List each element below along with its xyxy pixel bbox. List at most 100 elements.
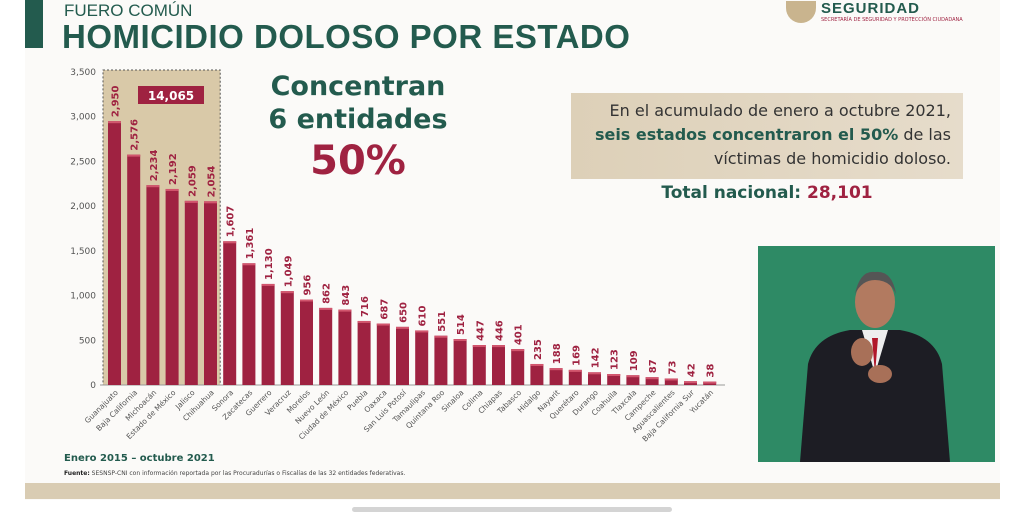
- bar: [549, 368, 563, 385]
- y-tick-label: 3,000: [70, 113, 96, 123]
- bar-value-label: 73: [667, 361, 678, 375]
- bar-value-label: 109: [629, 350, 640, 371]
- bar-value-label: 1,361: [245, 228, 256, 260]
- y-tick-label: 2,500: [70, 157, 96, 167]
- bar: [607, 374, 621, 385]
- bar: [664, 378, 678, 385]
- bar-value-label: 38: [706, 364, 717, 378]
- bar-top: [511, 349, 525, 352]
- bar: [396, 326, 409, 385]
- total-value: 28,101: [807, 183, 873, 203]
- y-tick-label: 1,000: [70, 292, 96, 302]
- bar-top: [184, 200, 198, 203]
- footer-bar: [25, 483, 1000, 499]
- bar-top: [549, 368, 563, 371]
- bar-top: [684, 381, 697, 384]
- highlight-box: [102, 69, 221, 386]
- total-nacional: Total nacional: 28,101: [571, 183, 963, 203]
- bar-top: [588, 372, 601, 375]
- bar: [223, 241, 237, 385]
- slide-title: HOMICIDIO DOLOSO POR ESTADO: [62, 18, 631, 55]
- bar: [261, 283, 275, 385]
- bar-value-label: 446: [495, 320, 506, 341]
- seal-icon: [786, 1, 816, 23]
- bar-top: [146, 185, 160, 188]
- highlight-total-label: 14,065: [148, 89, 194, 103]
- source-text: SESNSP-CNI con información reportada por…: [91, 470, 406, 477]
- bar-value-label: 650: [399, 302, 410, 323]
- note-text-a: En el acumulado de enero a octubre 2021,: [609, 101, 951, 120]
- scrollbar[interactable]: [352, 507, 672, 512]
- bar-value-label: 2,234: [149, 150, 160, 182]
- bar-value-label: 42: [687, 363, 698, 377]
- bar: [319, 307, 333, 385]
- bar-value-label: 1,049: [283, 256, 294, 288]
- bar: [338, 309, 352, 385]
- bar: [242, 263, 256, 385]
- bar-value-label: 1,130: [264, 248, 275, 280]
- accent-bar: [25, 0, 43, 48]
- period-label: Enero 2015 – octubre 2021: [64, 453, 215, 464]
- bar-value-label: 401: [514, 324, 525, 345]
- bar-value-label: 2,576: [130, 119, 141, 151]
- bar: [568, 369, 582, 385]
- bar-value-label: 123: [610, 349, 621, 370]
- callout-text: Concentran 6 entidades: [262, 70, 454, 136]
- bar-value-label: 1,607: [226, 206, 237, 238]
- highlight-total-badge: [138, 86, 204, 104]
- callout-line2: 6 entidades: [268, 104, 448, 135]
- bar: [511, 349, 525, 385]
- bar-top: [492, 345, 505, 348]
- bar-value-label: 87: [648, 359, 659, 373]
- bar-top: [280, 291, 294, 294]
- note-text-bold: seis estados concentraron el 50%: [594, 125, 899, 144]
- bar: [472, 345, 486, 385]
- callout-percent: 50%: [310, 138, 406, 184]
- bar-value-label: 862: [322, 283, 333, 304]
- bar: [108, 121, 121, 385]
- bar-value-label: 188: [552, 343, 563, 364]
- bar: [530, 363, 544, 385]
- bar-top: [607, 374, 621, 377]
- bar-top: [453, 339, 467, 342]
- bar-value-label: 687: [379, 299, 390, 320]
- logo-subtitle: SECRETARÍA DE SEGURIDAD Y PROTECCIÓN CIU…: [821, 17, 963, 23]
- bar: [434, 335, 448, 385]
- bar: [127, 154, 141, 385]
- bar: [165, 188, 179, 385]
- y-tick-label: 3,500: [70, 68, 96, 78]
- bar-top: [319, 307, 333, 310]
- bar-value-label: 235: [533, 339, 544, 360]
- bar: [357, 320, 371, 385]
- bar: [280, 291, 294, 385]
- bar-top: [204, 201, 217, 204]
- source-label: Fuente:: [64, 470, 90, 477]
- bar-value-label: 843: [341, 285, 352, 306]
- bar-value-label: 2,059: [187, 165, 198, 197]
- bar-value-label: 2,054: [207, 166, 218, 198]
- bar: [376, 323, 390, 385]
- bar: [204, 201, 217, 385]
- bar-top: [300, 299, 313, 302]
- y-tick-label: 500: [79, 336, 96, 346]
- bar-top: [530, 363, 544, 366]
- bar: [626, 375, 640, 385]
- bar-top: [242, 263, 256, 266]
- bar-value-label: 514: [456, 314, 467, 335]
- bar: [415, 330, 429, 385]
- bar-top: [127, 154, 141, 157]
- source-note: Fuente: SESNSP-CNI con información repor…: [64, 470, 405, 477]
- note-text-b: de las víctimas de homicidio doloso.: [713, 125, 951, 168]
- bar: [146, 185, 160, 385]
- bar-value-label: 2,192: [168, 153, 179, 185]
- bar-top: [357, 320, 371, 323]
- bar-top: [626, 375, 640, 378]
- y-tick-label: 1,500: [70, 247, 96, 257]
- bar: [300, 299, 313, 385]
- bar-top: [338, 309, 352, 312]
- total-label: Total nacional:: [661, 183, 802, 203]
- bar-top: [415, 330, 429, 333]
- interpreter-figure: [800, 271, 950, 462]
- sign-language-interpreter-video: [758, 246, 995, 462]
